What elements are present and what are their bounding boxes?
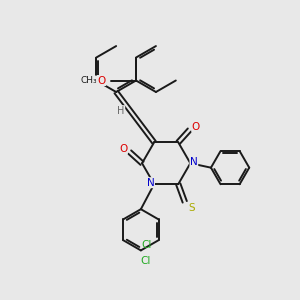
Text: H: H (117, 106, 125, 116)
Text: O: O (98, 76, 106, 85)
Text: Cl: Cl (140, 256, 151, 266)
Text: Cl: Cl (142, 239, 152, 250)
Text: O: O (192, 122, 200, 132)
Text: N: N (190, 157, 198, 167)
Text: N: N (147, 178, 154, 188)
Text: O: O (119, 144, 127, 154)
Text: CH₃: CH₃ (81, 76, 97, 85)
Text: S: S (188, 203, 194, 213)
